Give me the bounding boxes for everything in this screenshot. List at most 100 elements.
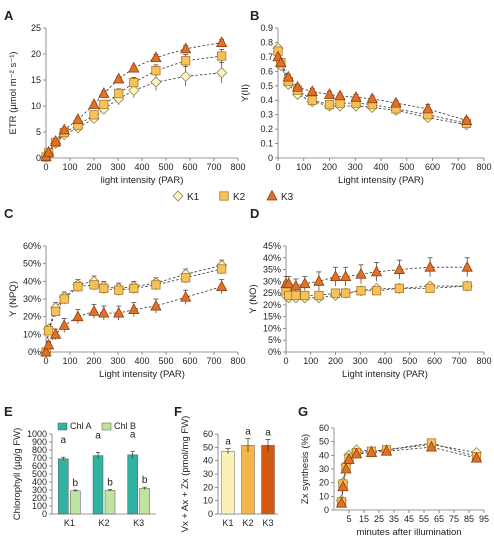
x-tick-label: 100 [303, 356, 318, 366]
point-k1 [180, 70, 192, 82]
series-line-k3 [45, 286, 222, 353]
point-k3 [470, 451, 483, 463]
y-tick-label: 0.8 [260, 37, 273, 47]
panel-label-g: G [298, 404, 308, 419]
point-k3 [98, 306, 110, 318]
y-tick-label: 0% [28, 347, 41, 357]
point-k2 [114, 88, 124, 99]
y-tick-label: 0.5 [260, 81, 273, 91]
x-tick-label: 400 [373, 162, 388, 172]
x-tick-label: 500 [158, 356, 173, 366]
point-k3 [424, 260, 436, 272]
point-k3 [58, 123, 70, 135]
y-tick-label: 5 [36, 127, 41, 137]
point-k3 [343, 453, 355, 464]
y-tick-label: 50 [319, 437, 329, 447]
y-axis-label: Y(II) [240, 84, 251, 102]
point-k3 [282, 70, 294, 82]
x-tick-label: 0 [43, 356, 48, 366]
x-tick-label: K3 [262, 518, 273, 528]
point-k3 [49, 135, 62, 146]
x-tick-label: 800 [476, 162, 491, 172]
y-tick-label: 15% [263, 312, 281, 322]
point-k3 [380, 444, 393, 456]
point-k3 [340, 462, 352, 474]
significance-label: b [107, 478, 113, 489]
y-tick-label: 40% [263, 253, 281, 263]
x-tick-label: 300 [110, 356, 125, 366]
point-k2 [99, 99, 109, 110]
x-tick-label: 700 [206, 162, 221, 172]
y-tick-label: 100 [32, 501, 47, 511]
point-k3 [334, 89, 346, 101]
y-axis-label: Vx + Ax + Zx (pmol/mg FW) [180, 416, 191, 533]
bar-chl-a [92, 455, 104, 515]
x-tick-label: K2 [242, 518, 253, 528]
x-tick-label: 400 [134, 162, 149, 172]
x-tick-label: 500 [399, 162, 414, 172]
point-k2 [462, 281, 472, 291]
point-k2 [99, 283, 109, 294]
y-tick-label: 60 [203, 429, 213, 439]
point-k2 [330, 288, 341, 298]
point-k1 [150, 76, 162, 88]
point-k2 [324, 99, 335, 110]
x-tick-label: 15 [359, 514, 369, 524]
y-tick-label: 0% [268, 347, 281, 357]
y-axis-label: Y (NPQ) [8, 281, 19, 317]
x-tick-label: 300 [110, 162, 125, 172]
y-tick-label: 0.9 [260, 23, 273, 33]
y-tick-label: 25% [263, 288, 281, 298]
x-tick-label: 400 [377, 356, 392, 366]
y-tick-label: 30% [263, 276, 281, 286]
bar-chl-b [139, 488, 150, 515]
point-k3 [72, 113, 84, 124]
x-tick-label: K1 [222, 518, 233, 528]
legend-label-k2: K2 [233, 192, 246, 203]
point-k2 [291, 290, 301, 301]
x-tick-label: 0 [43, 162, 48, 172]
bar-k2 [241, 445, 255, 515]
point-k3 [370, 265, 383, 277]
y-axis-label: Chlorophyll (µg/g FW) [12, 428, 23, 521]
y-tick-label: 30 [319, 464, 329, 474]
point-k3 [40, 345, 52, 357]
x-tick-label: 25 [374, 514, 384, 524]
x-tick-label: 45 [404, 514, 414, 524]
y-tick-label: 20 [31, 49, 41, 59]
x-tick-label: K2 [98, 518, 109, 528]
x-tick-label: 200 [86, 356, 101, 366]
x-tick-label: 300 [348, 162, 363, 172]
point-k2 [356, 286, 366, 296]
x-tick-label: 600 [182, 162, 197, 172]
x-tick-label: 800 [230, 356, 245, 366]
point-k3 [313, 274, 325, 286]
panel-g: 5 15 25 35 45 55 65 75 85 95 0 10 20 30 40 50 60 minutes … [300, 423, 489, 538]
point-k2 [129, 78, 139, 88]
y-tick-label: 300 [32, 485, 47, 495]
point-k3 [425, 440, 438, 452]
x-tick-label: 300 [353, 356, 368, 366]
point-k3 [291, 80, 304, 92]
x-tick-label: 500 [402, 356, 417, 366]
y-tick-label: 50% [23, 259, 41, 269]
point-k2 [59, 294, 69, 304]
y-tick-label: 10 [31, 101, 41, 111]
significance-label: a [245, 427, 251, 438]
point-k2 [73, 282, 83, 292]
legend-swatch-chl-a [57, 422, 68, 431]
point-k2 [300, 290, 310, 301]
point-k2 [89, 280, 99, 290]
point-k3 [216, 36, 228, 47]
y-tick-label: 45% [263, 241, 281, 251]
y-tick-label: 25 [31, 23, 41, 33]
y-tick-label: 60 [319, 423, 329, 433]
panel-label-b: B [250, 8, 259, 23]
point-k3 [150, 299, 162, 311]
point-k3 [460, 114, 473, 125]
x-tick-label: 75 [449, 514, 459, 524]
x-tick-label: K1 [64, 518, 75, 528]
y-tick-label: 900 [32, 437, 47, 447]
significance-label: b [73, 478, 79, 489]
y-tick-label: 20% [263, 300, 281, 310]
